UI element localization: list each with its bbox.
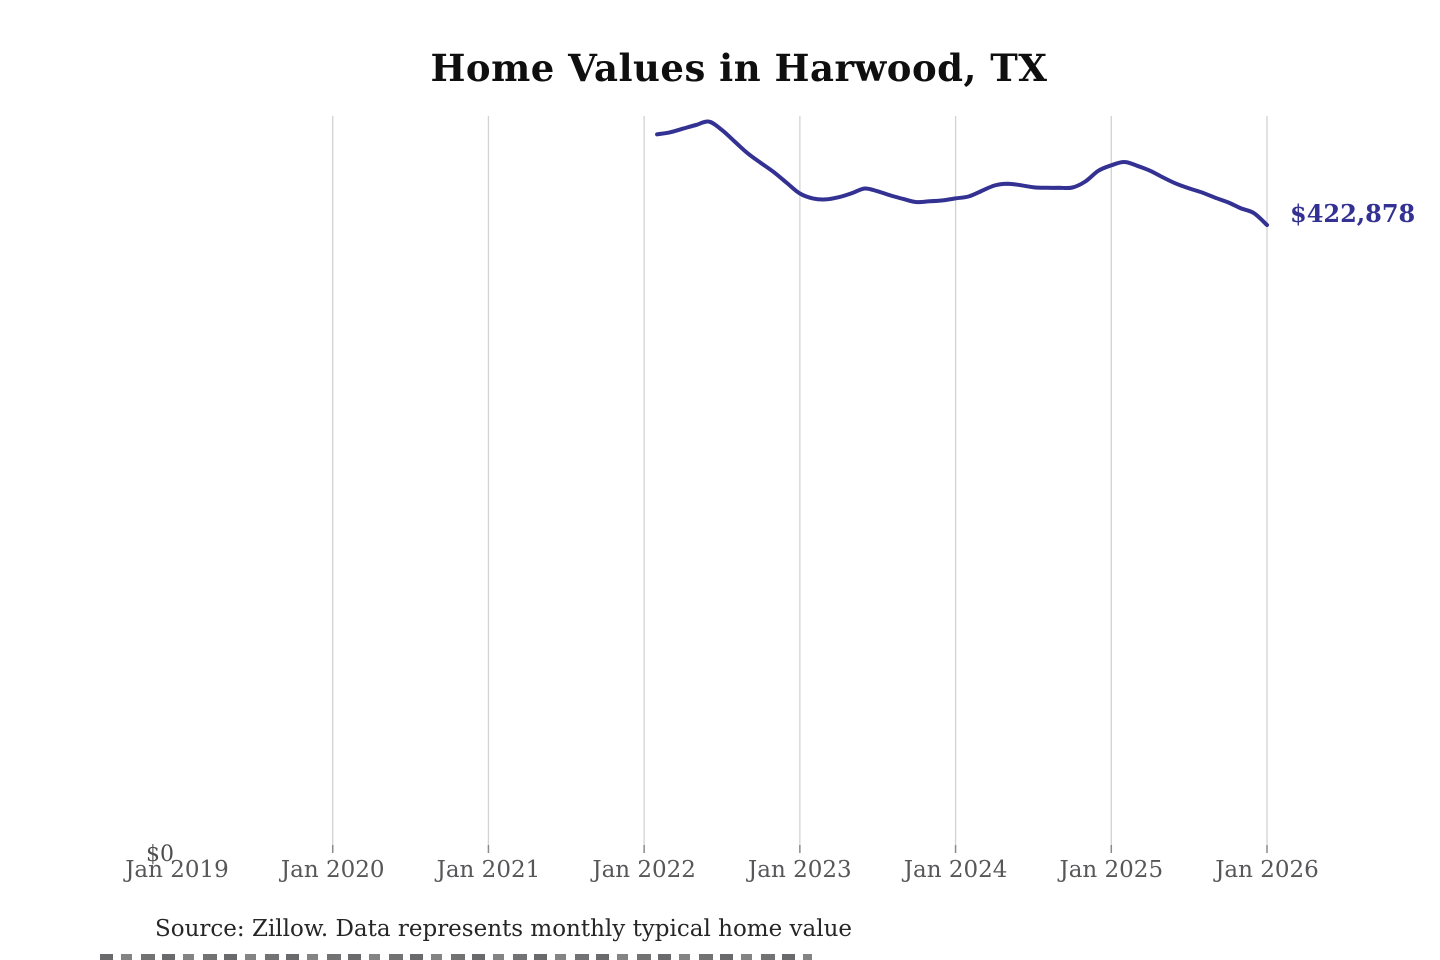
latest-value-label: $422,878 [1290,199,1416,228]
x-tick-label: Jan 2020 [280,857,385,883]
x-tick-label: Jan 2025 [1059,857,1164,883]
x-tick-label: Jan 2023 [748,857,852,883]
x-tick-label: Jan 2022 [592,857,696,883]
x-tick-label: Jan 2019 [125,857,229,883]
source-note: Source: Zillow. Data represents monthly … [155,916,853,942]
x-tick-label: Jan 2026 [1215,857,1319,883]
cutoff-text-strip [100,954,812,960]
y-axis-zero-label: $0 [146,842,174,867]
x-tick-label: Jan 2024 [903,857,1008,883]
chart-title: Home Values in Harwood, TX [430,46,1048,90]
x-tick-label: Jan 2021 [436,857,541,883]
home-value-line [655,119,1269,227]
